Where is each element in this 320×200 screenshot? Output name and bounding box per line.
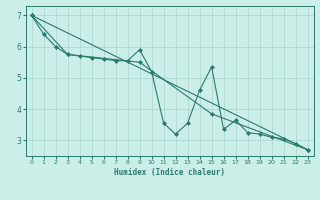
X-axis label: Humidex (Indice chaleur): Humidex (Indice chaleur) <box>114 168 225 177</box>
